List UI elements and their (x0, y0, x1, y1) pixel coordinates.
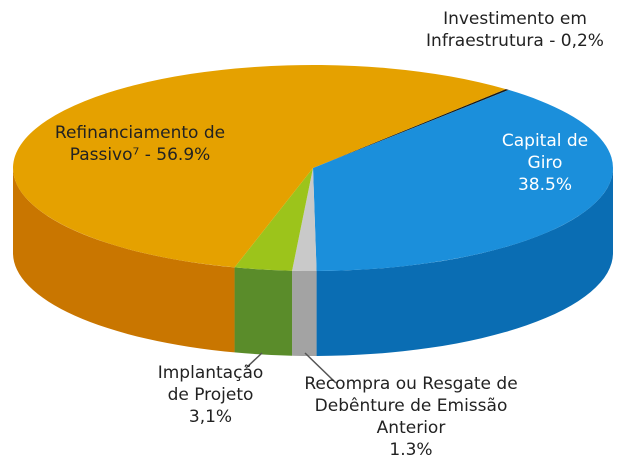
pie-side (292, 270, 317, 356)
leader-line (245, 352, 263, 369)
category-label: Implantação de Projeto (157, 363, 264, 405)
pie-slice (313, 89, 509, 168)
pie-slice (313, 89, 613, 271)
pie-side (316, 168, 613, 356)
category-label: Investimento em Infraestrutura - (426, 9, 587, 51)
category-label: Refinanciamento de Passivo⁷ - (54, 123, 226, 165)
value-label: 3,1% (188, 407, 233, 427)
slice-label: Recompra ou Resgate de Debênture de Emis… (296, 373, 526, 461)
pie-side (12, 168, 235, 353)
slice-label: Investimento em Infraestrutura - 0,2% (405, 8, 622, 52)
slice-label: Capital de Giro 38.5% (500, 130, 590, 196)
value-label: 0,2% (560, 31, 604, 51)
category-label: Capital de Giro (501, 131, 589, 173)
pie-side (234, 267, 293, 356)
pie-slice (292, 168, 317, 271)
category-label: Recompra ou Resgate de Debênture de Emis… (304, 374, 518, 438)
pie-slice (12, 65, 506, 268)
slice-label: Implantação de Projeto 3,1% (148, 362, 273, 428)
value-label: 1.3% (389, 440, 433, 460)
slice-label: Refinanciamento de Passivo⁷ - 56.9% (40, 122, 240, 166)
leader-line (304, 352, 337, 384)
value-label: 38.5% (517, 175, 572, 195)
value-label: 56.9% (156, 145, 211, 165)
pie-slice (234, 168, 313, 271)
